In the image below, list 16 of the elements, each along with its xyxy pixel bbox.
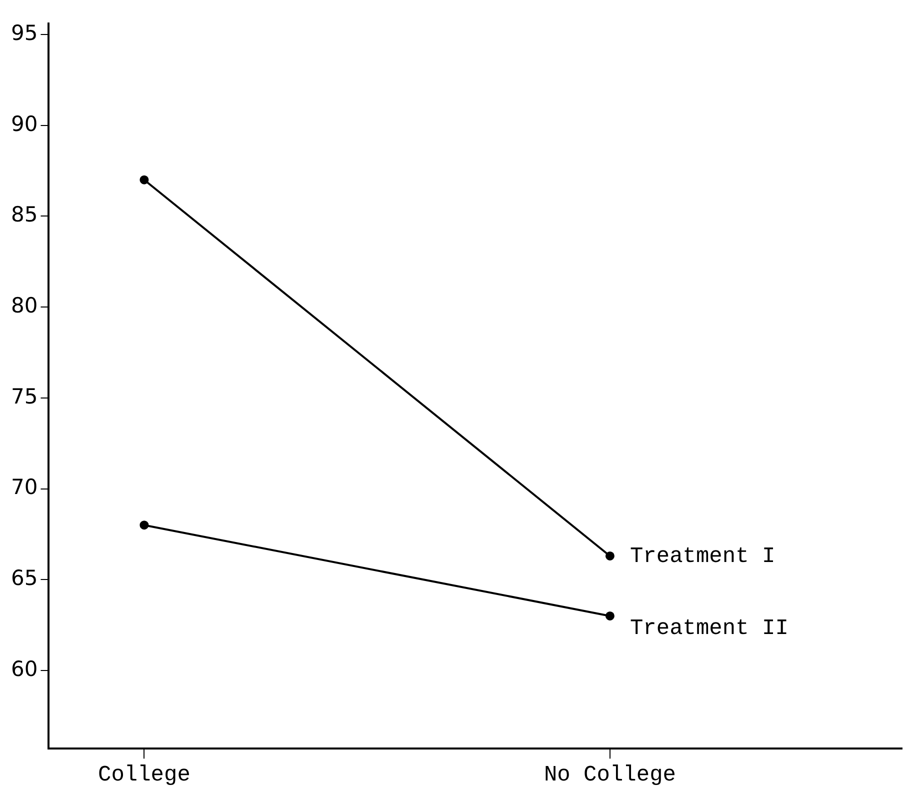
series-label: Treatment I <box>630 544 776 569</box>
y-tick-label: 75 <box>10 384 38 408</box>
y-tick-label: 70 <box>10 475 38 500</box>
x-tick-label: No College <box>544 762 676 788</box>
y-tick-label: 85 <box>10 202 38 227</box>
point <box>605 611 614 620</box>
point <box>140 175 149 184</box>
y-tick-label: 95 <box>10 20 38 45</box>
y-tick-label: 60 <box>10 656 38 681</box>
x-tick-label: College <box>98 762 190 788</box>
y-tick-label: 65 <box>10 566 38 590</box>
y-tick-label: 80 <box>10 294 38 318</box>
point <box>140 520 149 530</box>
point <box>605 551 614 560</box>
y-tick-label: 90 <box>10 112 38 136</box>
series-label: Treatment II <box>630 616 788 641</box>
